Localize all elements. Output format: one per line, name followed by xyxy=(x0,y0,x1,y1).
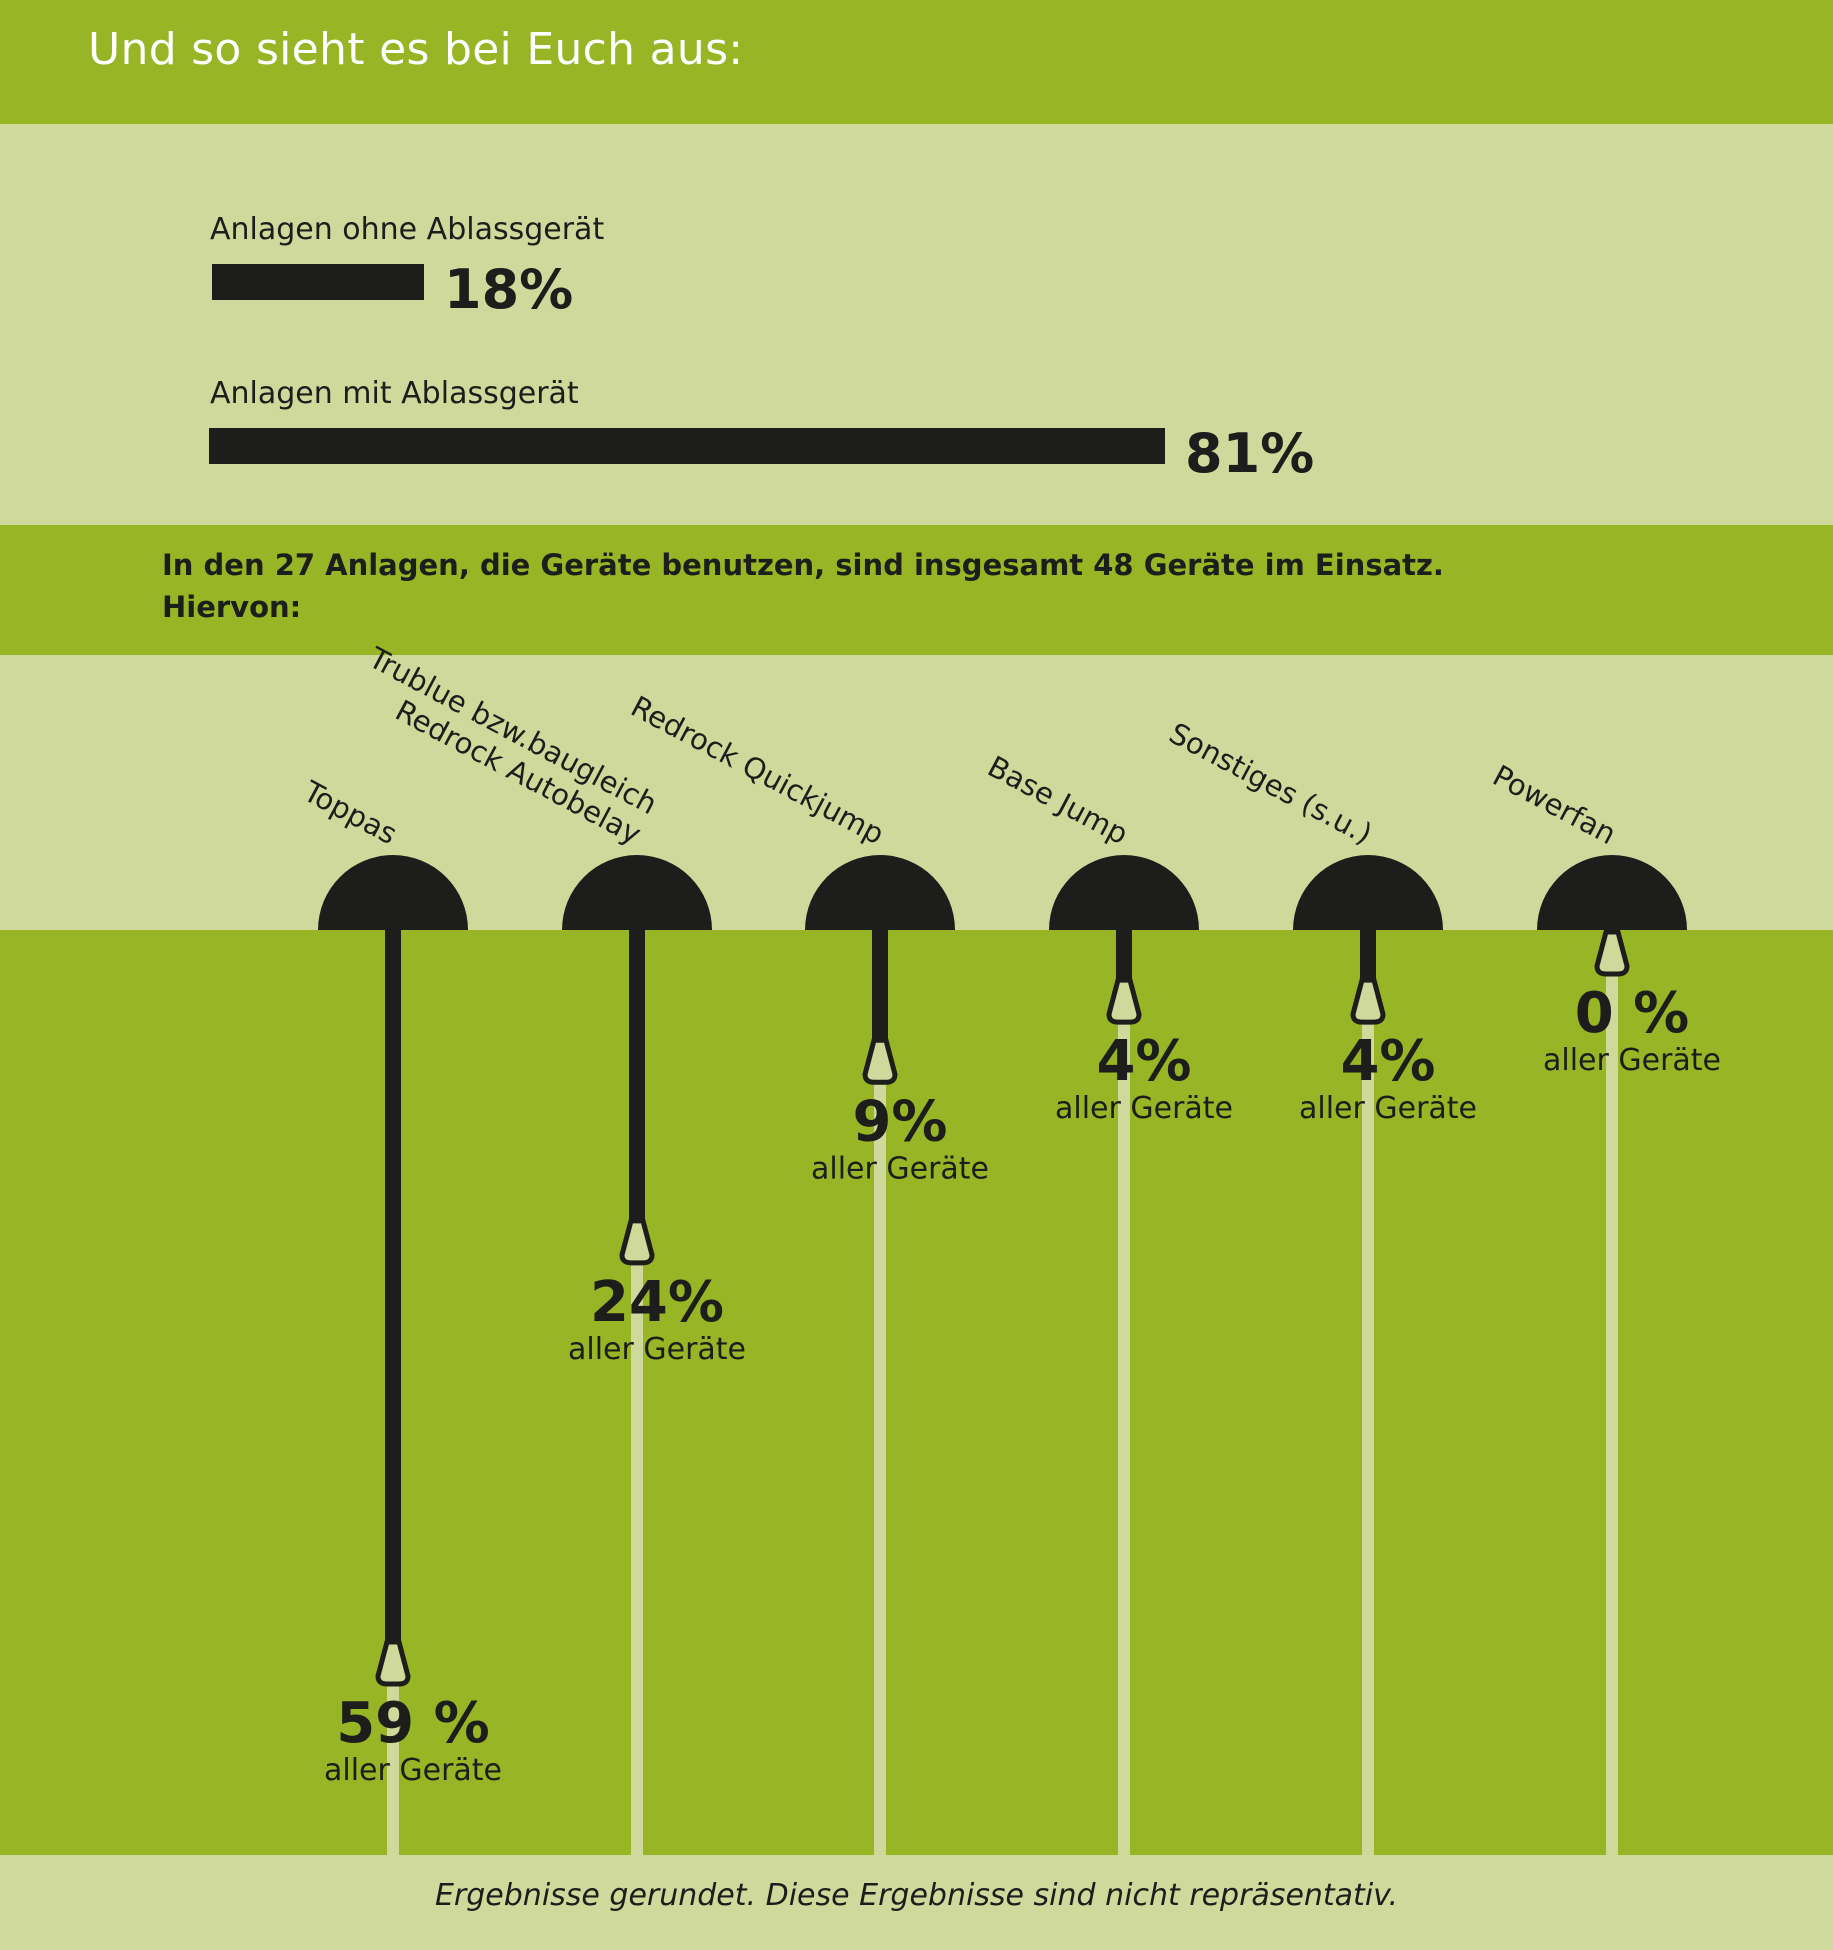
percent-sublabel: aller Geräte xyxy=(568,1332,746,1367)
category-label: Toppas xyxy=(297,774,402,852)
percent-sublabel: aller Geräte xyxy=(811,1151,989,1186)
percent-sublabel: aller Geräte xyxy=(1055,1091,1233,1126)
device-dome-icon xyxy=(562,855,712,930)
percent-sublabel: aller Geräte xyxy=(324,1753,502,1788)
percent-label: 0 % xyxy=(1575,981,1690,1046)
device-dome-icon xyxy=(318,855,468,930)
category-label-line: Sonstiges (s.u.) xyxy=(1164,716,1378,851)
category-label-line: Redrock Quickjump xyxy=(625,689,889,851)
carabiner-icon xyxy=(619,1218,655,1266)
page-title: Und so sieht es bei Euch aus: xyxy=(88,24,744,75)
category-label-line: Powerfan xyxy=(1487,758,1621,851)
device-chart-area xyxy=(0,930,1833,1855)
percent-sublabel: aller Geräte xyxy=(1543,1043,1721,1078)
rope-value xyxy=(385,928,401,1640)
bar-value-ohne: 18% xyxy=(444,258,574,321)
carabiner-icon xyxy=(1106,977,1142,1025)
category-label-line: Toppas xyxy=(297,774,402,852)
rope-value xyxy=(629,928,645,1219)
carabiner-icon xyxy=(375,1639,411,1687)
device-dome-icon xyxy=(1293,855,1443,930)
percent-label: 59 % xyxy=(336,1691,490,1756)
rope-value xyxy=(1116,928,1132,979)
rope-value xyxy=(1360,928,1376,979)
bar-value-mit: 81% xyxy=(1185,422,1315,485)
info-line-1: In den 27 Anlagen, die Geräte benutzen, … xyxy=(162,548,1444,582)
percent-label: 4% xyxy=(1096,1029,1191,1094)
category-label: Powerfan xyxy=(1487,758,1621,851)
header-band xyxy=(0,0,1833,124)
bar-mit xyxy=(209,428,1165,464)
category-label: Redrock Quickjump xyxy=(625,689,889,851)
footer-note: Ergebnisse gerundet. Diese Ergebnisse si… xyxy=(434,1878,1399,1913)
bar-ohne xyxy=(212,264,424,300)
bar-label-ohne: Anlagen ohne Ablassgerät xyxy=(210,212,605,247)
category-label: Sonstiges (s.u.) xyxy=(1164,716,1378,851)
percent-sublabel: aller Geräte xyxy=(1299,1091,1477,1126)
percent-label: 24% xyxy=(590,1270,724,1335)
percent-label: 4% xyxy=(1340,1029,1435,1094)
percent-label: 9% xyxy=(852,1089,947,1154)
carabiner-icon xyxy=(1594,929,1630,977)
info-line-2: Hiervon: xyxy=(162,590,302,624)
category-label-line: Base Jump xyxy=(982,749,1133,851)
device-dome-icon xyxy=(1049,855,1199,930)
device-dome-icon xyxy=(805,855,955,930)
info-band xyxy=(0,525,1833,655)
carabiner-icon xyxy=(862,1037,898,1085)
rope-light xyxy=(1362,930,1374,1855)
rope-light xyxy=(1118,930,1130,1855)
footer-band xyxy=(0,1855,1833,1950)
rope-light xyxy=(874,930,886,1855)
device-dome-icon xyxy=(1537,855,1687,930)
bar-label-mit: Anlagen mit Ablassgerät xyxy=(210,376,579,411)
category-label: Base Jump xyxy=(982,749,1133,851)
rope-light xyxy=(1606,930,1618,1855)
carabiner-icon xyxy=(1350,977,1386,1025)
rope-value xyxy=(872,928,888,1039)
